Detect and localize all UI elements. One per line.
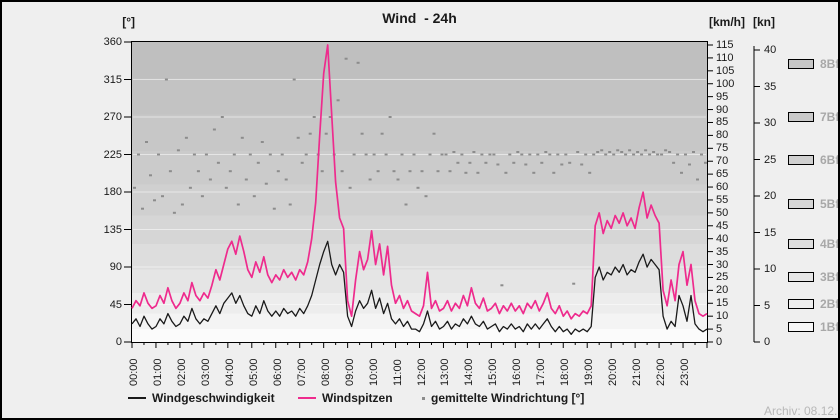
legend-label: Windspitzen [322, 391, 393, 405]
kmh-axis-tick-label: 90 [716, 103, 729, 116]
time-axis-tick-label: 16:00 [511, 358, 524, 386]
beaufort-label: 7Bf [820, 110, 840, 124]
legend-label: Windgeschwindigkeit [152, 391, 275, 405]
kmh-axis-tick-label: 20 [716, 284, 729, 297]
beaufort-box-3Bf [788, 272, 814, 282]
deg-axis-tick-label: 360 [103, 36, 122, 48]
plot-area [131, 41, 708, 343]
kn-axis-tick-label: 0 [764, 336, 771, 348]
kmh-axis-tick-label: 25 [716, 271, 729, 284]
beaufort-label: 5Bf [820, 197, 840, 211]
legend-item-windgeschwindigkeit: Windgeschwindigkeit [128, 391, 275, 405]
kmh-axis-tick-label: 40 [716, 232, 729, 245]
deg-axis-unit-label: [°] [122, 15, 135, 29]
kmh-axis-tick-label: 35 [716, 245, 729, 258]
kmh-axis-tick-label: 5 [716, 323, 723, 336]
kn-axis-tick-label: 5 [764, 299, 771, 312]
kmh-axis-tick-label: 50 [716, 206, 729, 219]
time-axis-tick-label: 22:00 [655, 358, 668, 386]
kn-axis-tick-label: 15 [764, 226, 777, 239]
kmh-axis-tick-label: 110 [716, 51, 734, 64]
time-axis-tick-label: 15:00 [487, 358, 500, 386]
kmh-axis-tick-label: 105 [716, 64, 735, 77]
deg-axis-tick-label: 90 [109, 261, 122, 273]
time-axis-tick-label: 06:00 [271, 358, 284, 386]
kn-axis-tick-label: 40 [764, 44, 777, 56]
time-axis-tick-label: 10:00 [367, 358, 380, 386]
time-axis-tick-label: 14:00 [463, 358, 476, 386]
time-axis-tick-label: 08:00 [319, 358, 332, 386]
kmh-axis-tick-label: 115 [716, 39, 734, 51]
beaufort-box-4Bf [788, 239, 814, 249]
time-axis-tick-label: 04:00 [223, 358, 236, 386]
time-axis-tick-label: 12:00 [415, 358, 428, 386]
time-axis-tick-label: 00:00 [128, 358, 140, 386]
archive-label: Archiv: 08.12. [764, 404, 838, 418]
time-axis-tick-label: 13:00 [439, 358, 452, 386]
deg-axis-tick-label: 135 [103, 223, 122, 236]
deg-axis-tick-label: 315 [103, 73, 122, 86]
time-axis-tick-label: 23:00 [679, 358, 692, 386]
beaufort-box-7Bf [788, 112, 814, 122]
kn-axis-tick-label: 20 [764, 190, 777, 202]
windrichtung-dot-sample [422, 396, 425, 400]
time-axis-tick-label: 18:00 [559, 358, 572, 386]
deg-axis-tick-label: 0 [115, 336, 122, 348]
kmh-axis-tick-label: 85 [716, 116, 729, 129]
kn-axis-tick-label: 25 [764, 153, 777, 166]
time-axis-tick-label: 07:00 [295, 358, 308, 386]
kmh-axis-tick-label: 70 [716, 155, 729, 168]
beaufort-box-1Bf [788, 322, 814, 332]
kn-axis-tick-label: 35 [764, 80, 777, 93]
time-axis-tick-label: 03:00 [199, 358, 212, 386]
beaufort-label: 4Bf [820, 237, 840, 251]
beaufort-box-6Bf [788, 155, 814, 165]
beaufort-label: 6Bf [820, 153, 840, 167]
time-axis-tick-label: 05:00 [247, 358, 260, 386]
kmh-axis-tick-label: 65 [716, 168, 729, 181]
beaufort-box-8Bf [788, 59, 814, 69]
kmh-axis-unit-label: [km/h] [709, 15, 745, 29]
deg-axis-tick-label: 180 [103, 186, 122, 198]
beaufort-box-2Bf [788, 299, 814, 309]
time-axis-tick-label: 09:00 [343, 358, 356, 386]
legend-item-windspitzen: Windspitzen [298, 391, 393, 405]
kmh-axis-tick-label: 75 [716, 142, 729, 155]
kmh-axis-tick-label: 55 [716, 193, 729, 206]
legend-item-windrichtung: gemittelte Windrichtung [°] [422, 391, 584, 405]
windgeschwindigkeit-line-sample [128, 397, 146, 399]
legend-label: gemittelte Windrichtung [°] [431, 391, 585, 405]
chart-title: Wind - 24h [382, 10, 457, 26]
kmh-axis-tick-label: 15 [716, 297, 729, 310]
deg-axis-tick-label: 225 [103, 148, 122, 161]
beaufort-label: 1Bf [820, 320, 840, 334]
kmh-axis-tick-label: 30 [716, 258, 729, 271]
kmh-axis-tick-label: 100 [716, 77, 735, 90]
time-axis-tick-label: 17:00 [535, 358, 548, 386]
kmh-axis-tick-label: 0 [716, 336, 723, 348]
time-axis-tick-label: 02:00 [175, 358, 188, 386]
time-axis-tick-label: 20:00 [607, 358, 620, 386]
kmh-axis-tick-label: 95 [716, 90, 729, 103]
time-axis-tick-label: 11:00 [391, 359, 404, 386]
windspitzen-line-sample [298, 397, 316, 399]
kmh-axis-tick-label: 45 [716, 219, 729, 232]
time-axis-tick-label: 01:00 [151, 358, 164, 386]
beaufort-label: 3Bf [820, 270, 840, 284]
kmh-axis-tick-label: 10 [716, 310, 729, 323]
time-axis-tick-label: 21:00 [631, 358, 644, 386]
kn-axis-unit-label: [kn] [753, 15, 775, 29]
kn-axis-tick-label: 10 [764, 263, 777, 275]
deg-axis-tick-label: 45 [109, 298, 122, 311]
beaufort-label: 8Bf [820, 57, 840, 71]
time-axis-tick-label: 19:00 [583, 358, 596, 386]
kmh-axis-tick-label: 80 [716, 129, 729, 142]
beaufort-label: 2Bf [820, 297, 840, 311]
deg-axis-tick-label: 270 [103, 111, 122, 123]
beaufort-box-5Bf [788, 199, 814, 209]
kn-axis-tick-label: 30 [764, 117, 777, 129]
kmh-axis-tick-label: 60 [716, 181, 729, 194]
